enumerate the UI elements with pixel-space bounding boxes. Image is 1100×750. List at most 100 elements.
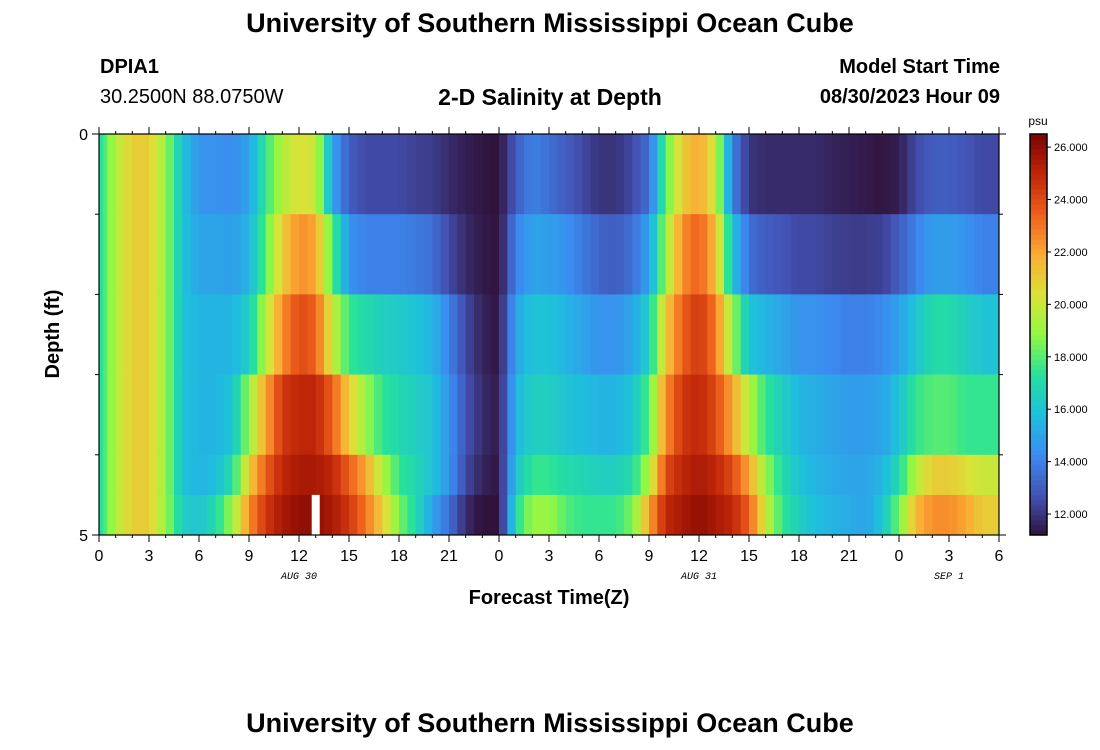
heatmap-cell xyxy=(882,374,892,456)
heatmap-cell xyxy=(882,494,892,536)
heatmap-cell xyxy=(840,294,850,375)
heatmap-cell xyxy=(765,374,775,456)
heatmap-cell xyxy=(940,494,950,536)
heatmap-cell xyxy=(965,454,975,496)
chart-title: 2-D Salinity at Depth xyxy=(438,84,662,110)
heatmap-cell xyxy=(215,294,225,375)
heatmap-cell xyxy=(424,454,433,496)
colorbar-segment xyxy=(1030,369,1047,376)
heatmap-cell xyxy=(774,134,783,215)
heatmap-cell xyxy=(674,134,683,215)
heatmap-cell xyxy=(849,214,858,295)
heatmap-cell xyxy=(707,494,717,536)
heatmap-cell xyxy=(982,494,992,536)
heatmap-cell xyxy=(890,214,900,295)
heatmap-cell xyxy=(307,494,317,536)
heatmap-cell xyxy=(824,374,833,456)
heatmap-cell xyxy=(757,494,767,536)
heatmap-cell xyxy=(124,214,133,295)
heatmap-cell xyxy=(890,134,900,215)
colorbar-tick-label: 18.000 xyxy=(1054,352,1088,364)
heatmap-cell xyxy=(515,294,525,375)
heatmap-cell xyxy=(374,214,383,295)
heatmap-cell xyxy=(582,214,592,295)
heatmap-cell xyxy=(882,294,892,375)
heatmap-cell xyxy=(907,374,917,456)
heatmap-cell xyxy=(115,374,125,456)
heatmap-cell xyxy=(115,294,125,375)
heatmap-cell xyxy=(765,214,775,295)
heatmap-cell xyxy=(832,374,842,456)
heatmap-cell xyxy=(374,374,383,456)
station-id: DPIA1 xyxy=(100,56,159,78)
colorbar-segment xyxy=(1030,274,1047,280)
heatmap-cell xyxy=(732,374,742,456)
colorbar-segment xyxy=(1030,179,1047,185)
heatmap-cell xyxy=(407,214,417,295)
colorbar-segment xyxy=(1030,434,1047,441)
heatmap-cell xyxy=(282,134,292,215)
heatmap-cell xyxy=(549,214,558,295)
heatmap-cell xyxy=(190,214,200,295)
heatmap-cell xyxy=(724,494,733,536)
heatmap-cell xyxy=(665,134,675,215)
heatmap-cell xyxy=(949,214,958,295)
heatmap-cell xyxy=(357,454,367,496)
heatmap-cell xyxy=(799,134,808,215)
heatmap-cell xyxy=(849,494,858,536)
colorbar-segment xyxy=(1030,229,1047,235)
colorbar-segment xyxy=(1030,414,1047,421)
colorbar-unit-label: psu xyxy=(1028,114,1047,128)
heatmap-cell xyxy=(782,134,792,215)
heatmap-cell xyxy=(449,214,458,295)
heatmap-cell xyxy=(124,374,133,456)
heatmap-cell xyxy=(357,134,367,215)
heatmap-cell xyxy=(132,214,142,295)
heatmap-cell xyxy=(657,494,667,536)
heatmap-cell xyxy=(957,134,967,215)
heatmap-cell xyxy=(965,294,975,375)
heatmap-cell xyxy=(682,454,692,496)
heatmap-cell xyxy=(274,454,283,496)
heatmap-cell xyxy=(424,294,433,375)
heatmap-cell xyxy=(699,374,708,456)
colorbar-segment xyxy=(1030,134,1047,140)
heatmap-cell xyxy=(632,374,642,456)
heatmap-cell xyxy=(890,374,900,456)
heatmap-cell xyxy=(224,294,233,375)
heatmap-cell xyxy=(457,454,467,496)
heatmap-cell xyxy=(190,454,200,496)
heatmap-cell xyxy=(482,494,492,536)
colorbar-segment xyxy=(1030,379,1047,386)
colorbar-segment xyxy=(1030,169,1047,175)
colorbar-segment xyxy=(1030,214,1047,220)
heatmap-cell xyxy=(590,494,600,536)
heatmap-cell xyxy=(665,374,675,456)
heatmap-cell xyxy=(415,214,425,295)
heatmap-cell xyxy=(590,294,600,375)
heatmap-cell xyxy=(957,374,967,456)
heatmap-cell xyxy=(340,374,350,456)
heatmap-cell xyxy=(507,494,517,536)
heatmap-cell xyxy=(632,294,642,375)
heatmap-cell xyxy=(649,374,658,456)
x-tick-label: 15 xyxy=(740,548,758,565)
colorbar-segment xyxy=(1030,419,1047,426)
heatmap-cell xyxy=(349,454,358,496)
salinity-heatmap-chart: 0 3 6 9 12 15 18 21 0 3 6 9 12 15 18 21 0 3 6 AUG 30 AUG 31 S… xyxy=(42,114,1088,609)
heatmap-cell xyxy=(482,294,492,375)
heatmap-cell xyxy=(924,454,933,496)
heatmap-cell xyxy=(507,294,517,375)
heatmap-cell xyxy=(740,374,750,456)
heatmap-cell xyxy=(140,134,150,215)
heatmap-cell xyxy=(815,134,825,215)
heatmap-cell xyxy=(249,134,258,215)
x-tick-label: 21 xyxy=(840,548,858,565)
heatmap-cell xyxy=(207,294,217,375)
heatmap-cell xyxy=(274,134,283,215)
heatmap-cell xyxy=(374,494,383,536)
heatmap-cell xyxy=(607,494,617,536)
x-tick-label: 0 xyxy=(895,548,904,565)
heatmap-cell xyxy=(982,454,992,496)
heatmap-cell xyxy=(103,214,108,295)
